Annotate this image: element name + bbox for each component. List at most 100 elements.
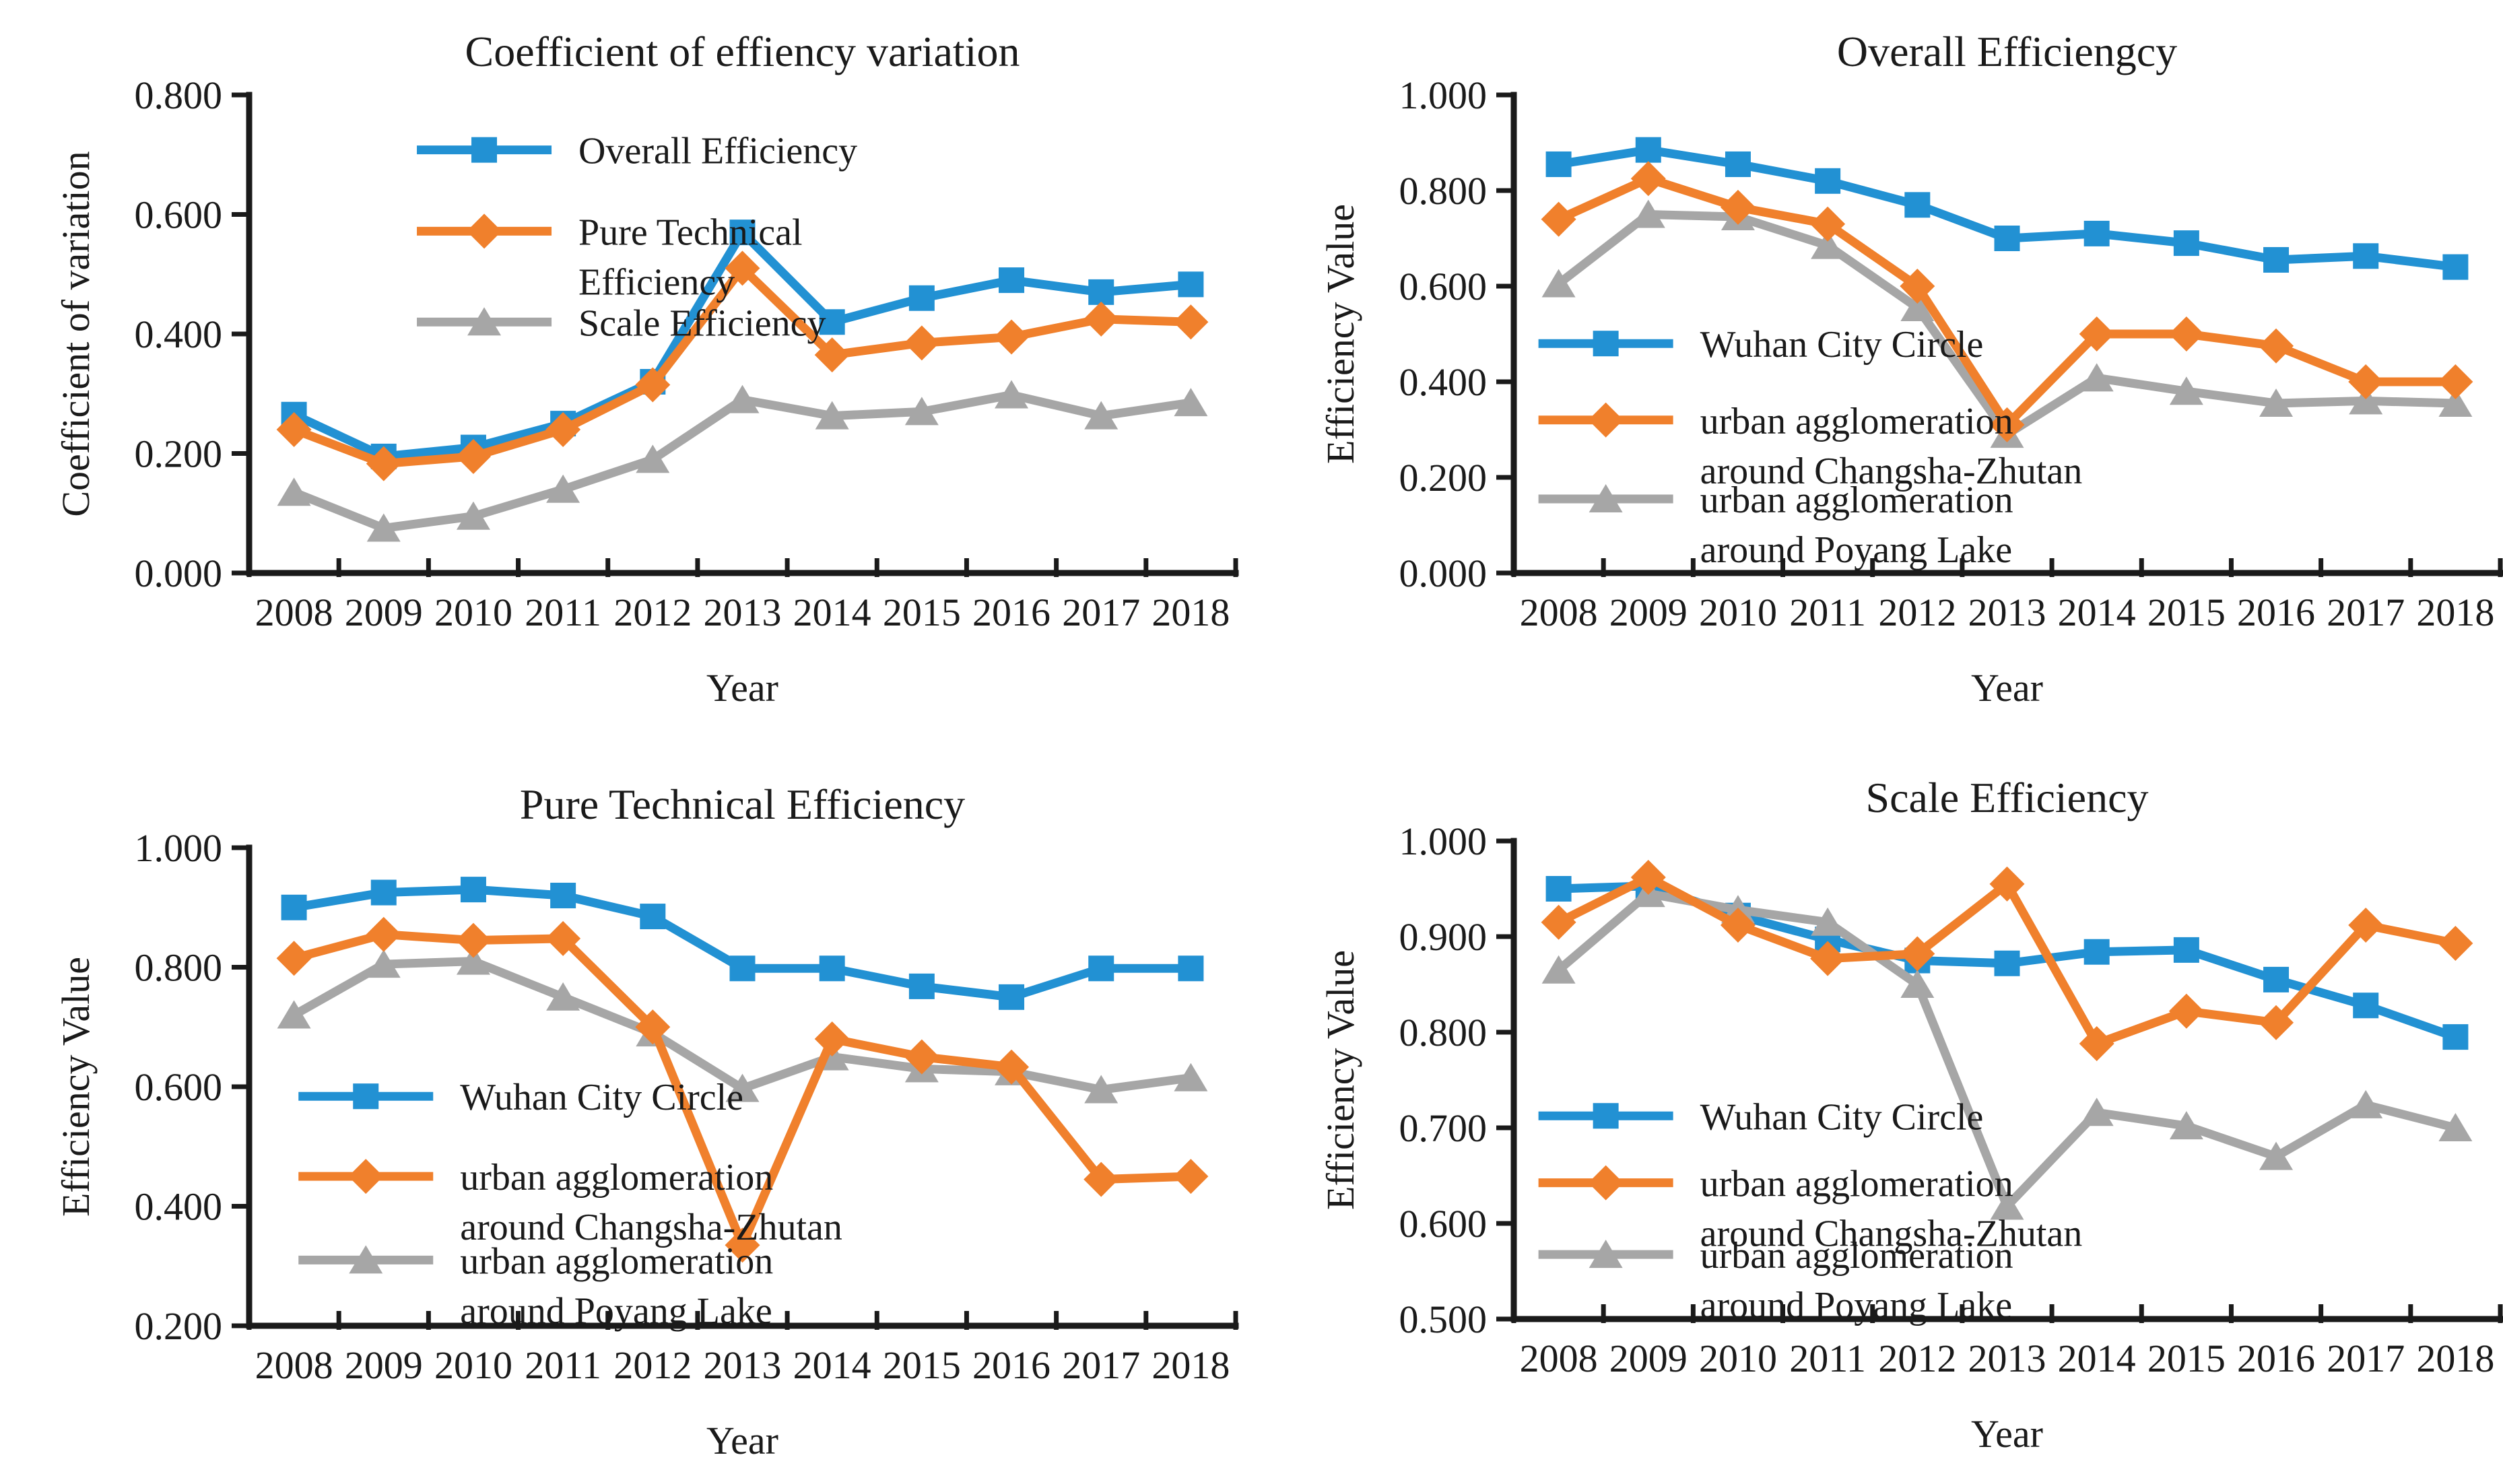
x-tick-label: 2011 [525,591,601,634]
series-blue [1545,137,2469,280]
legend-item: Wuhan City Circle [298,1077,743,1118]
x-tick-label: 2014 [793,1343,871,1387]
square-marker [1545,876,1572,902]
diamond-marker [2079,1026,2114,1062]
triangle-marker [636,444,670,473]
y-tick-label: 0.400 [135,312,223,356]
chart-title: Coefficient of effiency variation [465,28,1020,75]
chart-overall-efficiency: Overall Efficiengcy Efficiency Value 0.000… [1278,11,2503,729]
diamond-marker [455,922,491,958]
legend-label: urban agglomeration [460,1157,773,1199]
square-marker [1725,151,1751,177]
series-line [1556,889,2457,1211]
square-marker [1994,226,2020,251]
chart-title: Scale Efficiency [1866,774,2149,821]
triangle-marker [2349,1089,2383,1118]
diamond-marker [2348,364,2384,399]
square-marker [281,894,307,920]
y-axis-label: Coefficient of variation [54,151,98,516]
square-marker [2083,939,2110,965]
legend: Wuhan City Circle urban agglomerationarou… [298,1077,842,1332]
y-tick-label: 0.900 [1399,915,1488,959]
diamond-marker [1720,189,1756,225]
triangle-marker [2079,363,2114,392]
square-marker [640,904,666,930]
y-tick-label: 0.700 [1399,1106,1488,1150]
x-tick-label: 2008 [255,1343,333,1387]
diamond-legend-marker [467,213,502,249]
triangle-marker [2438,388,2473,417]
series-gray [277,380,1208,542]
series-blue [281,877,1204,1010]
diamond-marker [545,412,581,447]
triangle-marker [1811,907,1845,936]
diamond-marker [1083,301,1119,337]
diamond-marker [2259,1005,2294,1040]
x-tick-label: 2012 [1878,1337,1956,1380]
square-marker [729,220,756,246]
x-tick-label: 2018 [2416,591,2494,634]
square-marker [1178,271,1204,298]
x-tick-label: 2016 [972,591,1050,634]
series-line [292,263,1191,469]
diamond-marker [2168,316,2204,351]
square-marker [819,309,845,335]
x-axis-label: Year [1971,1412,2043,1456]
legend-item: urban agglomeration around Changsha-Zhuta… [298,1157,842,1248]
square-marker [1545,151,1572,177]
legend-item: Pure Technical Efficiency [417,211,803,303]
x-axis-label: Year [1971,666,2043,710]
diamond-marker [725,250,760,286]
triangle-legend-marker [349,1245,383,1274]
diamond-marker [2079,316,2114,351]
diamond-marker [276,941,312,976]
x-tick-label: 2013 [1968,1337,2046,1380]
triangle-marker [1174,1063,1208,1091]
chart-title: Pure Technical Efficiency [520,780,965,828]
diamond-marker [1810,206,1846,242]
square-marker [2263,246,2290,273]
diamond-marker [994,1049,1030,1085]
triangle-marker [725,1073,760,1102]
square-legend-marker [353,1083,379,1110]
x-tick-label: 2013 [1968,591,2046,634]
triangle-marker [2259,1141,2294,1170]
triangle-marker [1084,1075,1119,1104]
x-tick-label: 2011 [1789,591,1866,634]
y-tick-label: 1.000 [1399,819,1488,863]
x-tick-label: 2015 [2147,1337,2226,1380]
y-axis-label: Efficiency Value [1319,950,1362,1210]
triangle-marker [815,401,849,430]
triangle-marker [1900,970,1935,998]
triangle-marker [277,1000,311,1029]
triangle-marker [2169,376,2203,405]
x-tick-label: 2009 [345,1343,423,1387]
legend-label: urban agglomeration [1700,1235,2013,1277]
diamond-marker [1630,161,1666,197]
triangle-marker [1811,230,1845,259]
pure-technical-efficiency-canvas: Pure Technical Efficiency Efficiency Valu… [54,780,1239,1462]
square-marker [729,955,756,982]
triangle-marker [2438,1113,2473,1141]
legend-label: urban agglomeration [460,1240,773,1282]
x-tick-label: 2013 [704,591,782,634]
y-tick-label: 0.600 [1399,265,1488,308]
legend-label: urban agglomeration [1700,1163,2013,1205]
y-tick-label: 1.000 [1399,73,1488,117]
square-marker [819,955,845,982]
y-tick-label: 1.000 [135,826,223,870]
legend-label: Efficiency [578,261,735,303]
triangle-marker [2349,386,2383,415]
triangle-marker [2079,1098,2114,1126]
y-tick-label: 0.400 [135,1185,223,1229]
diamond-marker [1630,859,1666,895]
diamond-marker [2348,907,2384,943]
square-marker [2083,220,2110,246]
diamond-marker [1083,1161,1119,1197]
y-tick-label: 0.500 [1399,1297,1488,1341]
square-marker [1635,137,1661,163]
diamond-marker [366,916,401,952]
y-tick-label: 0.200 [135,1304,223,1348]
square-legend-marker [1593,331,1619,357]
